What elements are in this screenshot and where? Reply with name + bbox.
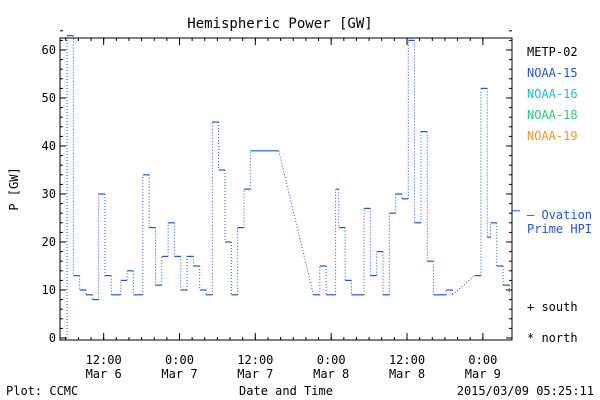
ovation-label-line1: — Ovation — [527, 208, 592, 222]
y-tick-label: 0 — [49, 331, 56, 345]
y-tick-label: 30 — [42, 187, 56, 201]
x-tick-label-time: 0:00 — [317, 353, 346, 367]
footer-credit: Plot: CCMC — [6, 384, 78, 398]
legend-entry-noaa-15: NOAA-15 — [527, 66, 578, 80]
series-layer — [66, 34, 510, 338]
y-axis-label: P [GW] — [7, 167, 21, 210]
y-axis: 0 10 20 30 40 50 60 — [42, 30, 512, 345]
series-interp-segment — [278, 150, 314, 295]
y-tick-label: 20 — [42, 235, 56, 249]
y-tick-label: 60 — [42, 43, 56, 57]
y-tick-label: 40 — [42, 139, 56, 153]
x-tick-label-date: Mar 7 — [237, 367, 273, 381]
footer-timestamp: 2015/03/09 05:25:11 — [457, 384, 594, 398]
legend-entry-noaa-18: NOAA-18 — [527, 108, 578, 122]
x-tick-label-time: 0:00 — [468, 353, 497, 367]
y-tick-label: 50 — [42, 91, 56, 105]
x-tick-label-time: 12:00 — [389, 353, 425, 367]
series-interp-segment — [452, 275, 475, 296]
x-tick-label-time: 12:00 — [86, 353, 122, 367]
x-tick-label-date: Mar 6 — [86, 367, 122, 381]
ovation-indicator: — Ovation Prime HPI — [512, 208, 592, 236]
x-tick-label-date: Mar 7 — [161, 367, 197, 381]
marker-legend-south: + south — [527, 300, 578, 314]
marker-legend-north: * north — [527, 331, 578, 345]
plot-frame — [59, 37, 513, 341]
legend-entry-metp-02: METP-02 — [527, 45, 578, 59]
x-tick-label-date: Mar 8 — [313, 367, 349, 381]
marker-legend: + south * north — [527, 300, 578, 345]
legend: METP-02 NOAA-15 NOAA-16 NOAA-18 NOAA-19 — [527, 45, 578, 143]
ovation-label-line2: Prime HPI — [527, 222, 592, 236]
x-tick-label-date: Mar 9 — [465, 367, 501, 381]
y-tick-label: 10 — [42, 283, 56, 297]
legend-entry-noaa-16: NOAA-16 — [527, 87, 578, 101]
legend-entry-noaa-19: NOAA-19 — [527, 129, 578, 143]
x-tick-label-time: 12:00 — [237, 353, 273, 367]
x-tick-label-time: 0:00 — [165, 353, 194, 367]
x-tick-label-date: Mar 8 — [389, 367, 425, 381]
x-axis-label: Date and Time — [239, 384, 333, 398]
chart-title: Hemispheric Power [GW] — [187, 16, 372, 32]
